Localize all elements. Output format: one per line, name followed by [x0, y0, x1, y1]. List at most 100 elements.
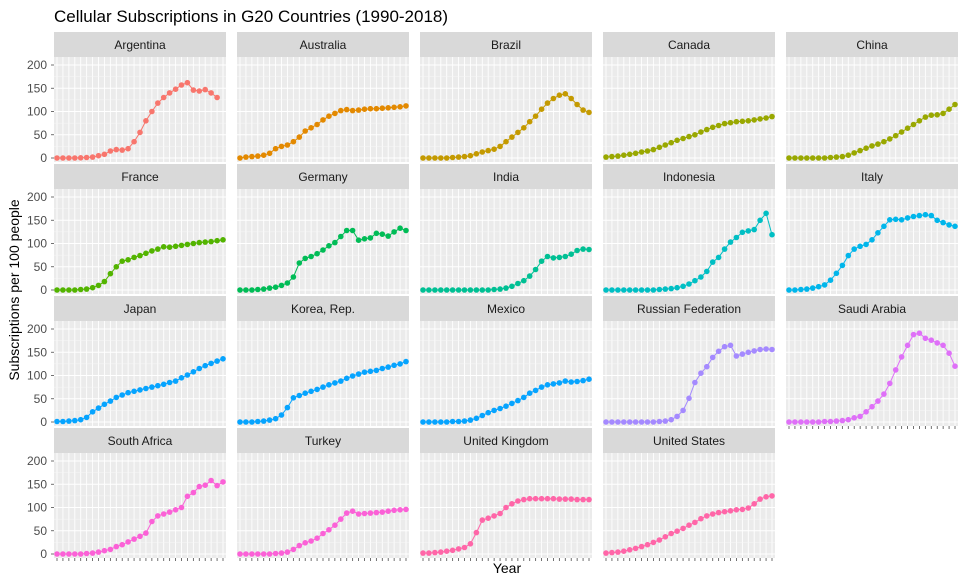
data-point — [662, 534, 669, 540]
data-point — [385, 233, 392, 239]
data-point — [83, 550, 90, 557]
data-point — [137, 129, 143, 136]
data-point — [869, 143, 875, 149]
facet-label: Italy — [861, 170, 883, 184]
facet-panel: Brazil — [420, 32, 592, 162]
data-point — [338, 233, 344, 240]
facet-strip — [420, 32, 592, 57]
data-point — [898, 129, 905, 135]
data-point — [125, 539, 131, 545]
data-point — [166, 90, 173, 96]
data-point — [815, 283, 822, 290]
data-point — [632, 419, 639, 425]
data-point — [349, 373, 356, 379]
data-point — [72, 551, 78, 557]
facet-strip — [54, 164, 226, 189]
data-point — [833, 270, 840, 277]
data-point — [455, 287, 462, 293]
data-point — [83, 414, 90, 421]
data-point — [467, 287, 474, 293]
data-point — [107, 546, 114, 553]
data-point — [178, 82, 185, 88]
data-point — [863, 409, 869, 415]
data-point — [715, 254, 722, 261]
data-point — [892, 216, 899, 223]
data-point — [916, 330, 923, 337]
data-point — [638, 149, 645, 155]
data-point — [172, 86, 179, 92]
data-point — [77, 551, 84, 557]
data-point — [798, 419, 804, 425]
facet-label: South Africa — [108, 434, 173, 448]
data-point — [562, 253, 569, 260]
y-tick-label: 50 — [34, 524, 48, 538]
data-point — [302, 255, 309, 262]
facet-panel: Saudi Arabia — [786, 296, 958, 429]
data-point — [349, 107, 356, 114]
data-point — [538, 384, 545, 390]
data-point — [686, 281, 692, 287]
data-point — [449, 287, 456, 293]
data-point — [214, 94, 220, 101]
data-point — [857, 147, 863, 154]
y-tick-label: 0 — [40, 547, 47, 561]
data-point — [815, 155, 822, 161]
facet-panel: Turkey — [237, 428, 409, 561]
data-point — [680, 135, 686, 142]
data-point — [83, 286, 90, 292]
data-point — [220, 356, 226, 362]
data-point — [149, 518, 155, 525]
facet-label: Germany — [298, 170, 347, 184]
data-point — [875, 141, 881, 147]
data-point — [302, 390, 309, 397]
data-point — [420, 550, 426, 556]
data-point — [674, 413, 680, 420]
data-point — [662, 142, 669, 148]
data-point — [851, 246, 857, 252]
data-point — [497, 405, 503, 412]
data-point — [786, 287, 792, 293]
data-point — [757, 116, 763, 122]
data-point — [698, 129, 704, 135]
data-point — [379, 365, 386, 372]
data-point — [202, 362, 208, 369]
data-point — [343, 227, 350, 234]
y-tick-label: 200 — [27, 190, 47, 204]
data-point — [131, 388, 137, 395]
data-point — [532, 387, 539, 394]
facet-panel: Indonesia — [603, 164, 775, 294]
data-point — [290, 546, 297, 553]
data-point — [509, 501, 515, 507]
data-point — [503, 403, 509, 410]
data-point — [107, 398, 114, 404]
data-point — [119, 258, 125, 265]
data-point — [77, 416, 84, 423]
data-point — [379, 509, 386, 515]
data-point — [426, 155, 432, 161]
y-tick-label: 100 — [27, 369, 47, 383]
data-point — [254, 286, 261, 293]
data-point — [178, 375, 185, 381]
facet-strip — [603, 164, 775, 189]
data-point — [391, 104, 397, 111]
data-point — [550, 381, 557, 387]
facet-label: United States — [653, 434, 725, 448]
facet-panels: Argentina 0 50 100 150 200 Australia Brazil Cana… — [27, 32, 958, 561]
data-point — [467, 417, 474, 423]
data-point — [349, 227, 356, 234]
data-point — [397, 225, 403, 231]
facet-panel: Mexico — [420, 296, 592, 426]
data-point — [125, 389, 131, 396]
data-point — [745, 118, 752, 124]
facet-panel: United Kingdom — [420, 428, 592, 561]
y-tick-label: 150 — [27, 81, 47, 95]
data-point — [432, 419, 438, 425]
data-point — [916, 118, 923, 124]
data-point — [149, 384, 155, 390]
data-point — [704, 513, 710, 519]
data-point — [397, 361, 403, 367]
data-point — [190, 369, 197, 375]
data-point — [367, 510, 374, 516]
data-point — [833, 418, 840, 424]
data-point — [650, 287, 657, 293]
